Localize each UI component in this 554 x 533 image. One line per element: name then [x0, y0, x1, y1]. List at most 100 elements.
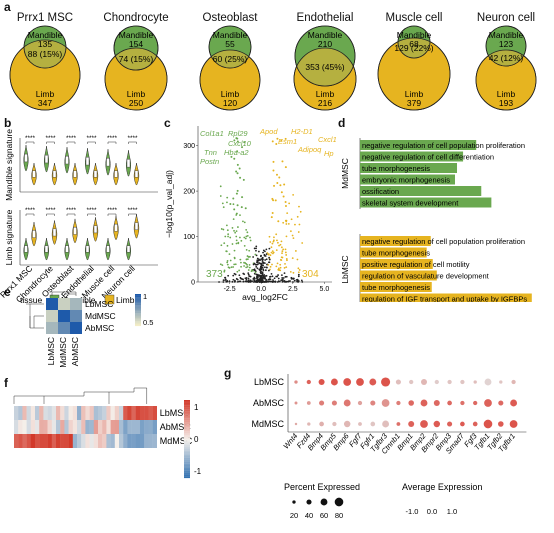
legend-gradient [184, 420, 190, 423]
volcano-point [249, 279, 252, 282]
correlation-cell [46, 310, 58, 322]
volcano-point [248, 275, 251, 278]
volcano-point [273, 184, 276, 187]
heatmap-cell [131, 434, 136, 448]
heatmap-cell [152, 420, 157, 434]
legend-gradient [135, 319, 141, 322]
heatmap-cell [47, 420, 52, 434]
volcano-point [280, 274, 283, 277]
sig-label: **** [66, 135, 77, 142]
legend-gradient [184, 422, 190, 424]
volcano-point [246, 234, 249, 237]
legend-gradient [184, 436, 190, 438]
heatmap-cell [22, 420, 27, 434]
heatmap-cell [14, 406, 19, 420]
sig-bracket [25, 141, 35, 144]
volcano-point [256, 281, 259, 283]
volcano-point [249, 280, 252, 283]
heatmap-cell [39, 434, 44, 448]
volcano-point [226, 244, 229, 247]
volcano-point [269, 280, 272, 283]
volcano-point [263, 266, 266, 269]
volcano-point [245, 228, 248, 231]
volcano-point [241, 278, 244, 280]
legend-gradient [184, 411, 190, 414]
volcano-point [245, 258, 248, 261]
overlap-region [24, 40, 66, 68]
count-up: 304 [302, 269, 319, 280]
overlap-count: 74 (15%) [119, 54, 154, 64]
volcano-point [233, 139, 236, 142]
volcano-point [239, 176, 242, 179]
y-axis-label: Mandible signature [4, 129, 14, 201]
correlation-cell [46, 298, 58, 310]
heatmap-cell [102, 406, 107, 420]
volcano-point [268, 256, 271, 259]
term-label: tube morphogenesis [362, 249, 430, 258]
volcano-point [272, 160, 275, 163]
volcano-point [235, 192, 238, 195]
volcano-point [240, 261, 242, 264]
mandible-label: Mandible [28, 30, 63, 40]
volcano-point [253, 272, 256, 275]
legend-tick: 1 [194, 403, 199, 412]
average-legend-tick: -1.0 [406, 507, 419, 516]
volcano-point [275, 249, 278, 252]
volcano-point [246, 231, 249, 234]
panel-g-label: g [224, 366, 232, 380]
legend-gradient [135, 294, 141, 296]
heatmap-cell [93, 434, 99, 448]
volcano-point [226, 201, 228, 204]
expression-dot [420, 399, 428, 407]
volcano-point [269, 241, 272, 243]
expression-dot [294, 380, 298, 384]
volcano-point [280, 139, 283, 142]
volcano-point [277, 274, 279, 276]
volcano-point [248, 266, 251, 269]
violin-box [52, 170, 57, 178]
volcano-point [254, 271, 257, 274]
violin-box [134, 170, 139, 178]
expression-dot [473, 400, 478, 406]
legend-gradient [184, 465, 190, 467]
y-tick-label: 200 [183, 189, 195, 196]
volcano-point [260, 266, 263, 269]
gene-label: Apod [259, 127, 278, 136]
volcano-point [235, 235, 238, 238]
expression-dot [483, 419, 493, 429]
average-legend-tick: 0.0 [427, 507, 437, 516]
term-label: tube morphogenesis [362, 283, 430, 292]
volcano-point [245, 235, 248, 238]
limb-label: Limb [221, 89, 240, 99]
y-tick-label: 0 [191, 280, 195, 287]
volcano-point [284, 200, 287, 203]
volcano-point [222, 206, 225, 209]
volcano-point [252, 278, 255, 280]
violin-box [52, 228, 57, 237]
volcano-point [253, 269, 256, 272]
volcano-point [287, 222, 290, 225]
correlation-cell [46, 322, 58, 334]
legend-gradient [184, 440, 190, 442]
volcano-point [268, 275, 271, 278]
expression-dot [472, 421, 478, 427]
heatmap-cell [102, 434, 107, 448]
volcano-point [264, 259, 267, 261]
volcano-point [255, 247, 257, 250]
volcano-point [286, 212, 289, 215]
volcano-point [226, 279, 229, 282]
heatmap-cell [89, 406, 94, 420]
expression-dot [294, 422, 298, 426]
sig-label: **** [127, 207, 138, 214]
panel-f-label: f [4, 376, 8, 390]
expression-dot [356, 378, 364, 386]
volcano-point [226, 196, 229, 199]
volcano-point [281, 250, 284, 253]
sig-label: **** [45, 135, 56, 142]
volcano-point [297, 271, 300, 274]
percent-legend-dot [334, 497, 344, 507]
gene-label: Adipoq [297, 145, 322, 154]
violin-box [44, 154, 49, 164]
volcano-point [275, 275, 278, 278]
